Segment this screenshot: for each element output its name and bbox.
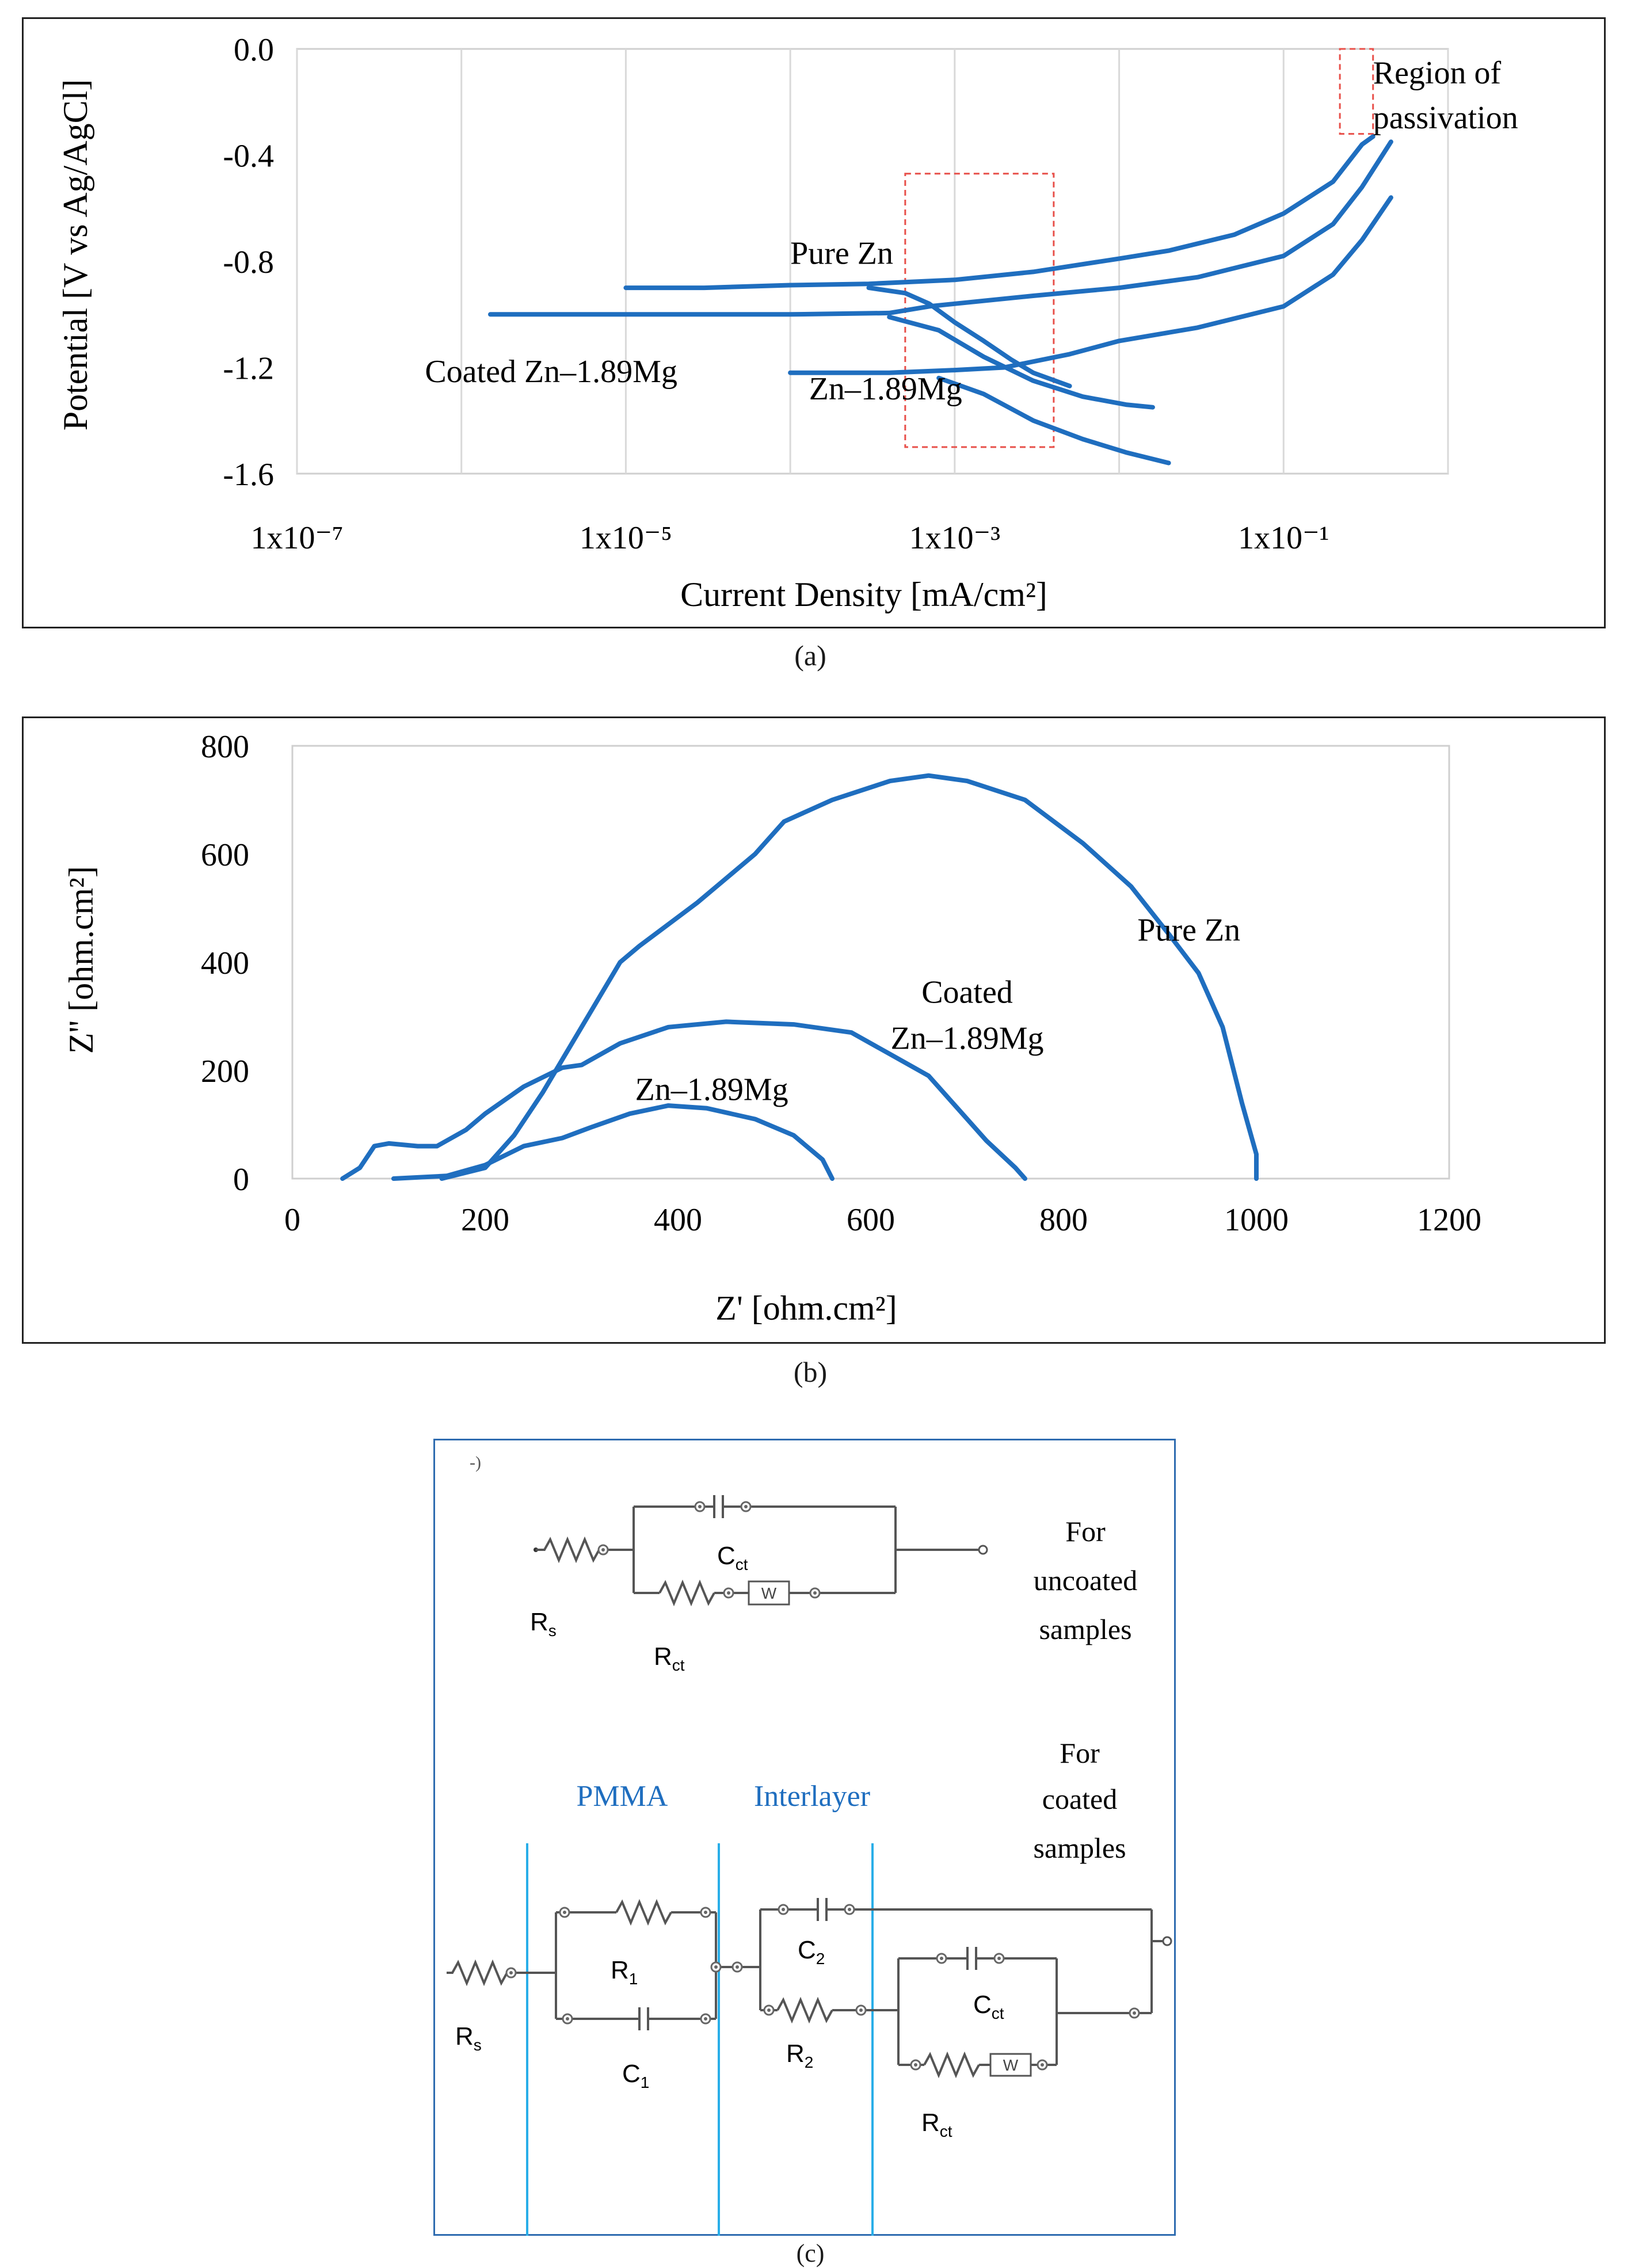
rs-label-uncoated: Rs bbox=[530, 1608, 557, 1640]
nyquist-curves bbox=[340, 773, 1259, 1181]
r1-label: R1 bbox=[611, 1956, 638, 1988]
r1-resistor bbox=[615, 1899, 672, 1926]
rs-label-coated: Rs bbox=[455, 2022, 482, 2054]
series-line bbox=[488, 139, 1393, 317]
annotation-label: Pure Zn bbox=[790, 236, 893, 272]
annotation-label: Zn–1.89Mg bbox=[891, 1021, 1044, 1057]
x-axis-label: Current Density [mA/cm²] bbox=[680, 575, 1047, 613]
coated-circuit bbox=[447, 1898, 1172, 2079]
series-line bbox=[340, 1019, 1027, 1181]
warburg-label-coated: W bbox=[1003, 2056, 1019, 2074]
x-axis-label-b: Z' [ohm.cm²] bbox=[715, 1289, 897, 1327]
rct-label-uncoated: Rct bbox=[654, 1642, 685, 1674]
panel-a-polarization-chart: 0.0 -0.4 -0.8 -1.2 -1.6 1x10⁻⁷ 1x10⁻⁵ 1x10⁻³ 1x… bbox=[22, 17, 1606, 628]
x-tick-label: 600 bbox=[847, 1202, 895, 1238]
series-line bbox=[391, 1103, 835, 1181]
x-tick-label: 0 bbox=[284, 1202, 300, 1238]
highlight-boxes bbox=[904, 48, 1374, 448]
y-tick-labels-b: 0 200 400 600 800 bbox=[201, 729, 249, 1198]
top-left-fragment: -) bbox=[470, 1453, 481, 1472]
x-tick-labels-b: 0 200 400 600 800 1000 1200 bbox=[284, 1202, 1481, 1238]
panel-c-equivalent-circuits: -) W Rs Cct Rct For bbox=[433, 1439, 1176, 2236]
y-tick-label: 0 bbox=[233, 1162, 249, 1198]
coated-samples-label: For coated samples bbox=[1033, 1737, 1126, 1864]
polarization-curves bbox=[488, 134, 1393, 466]
svg-text:For: For bbox=[1065, 1515, 1106, 1547]
rs-resistor-uncoated bbox=[536, 1536, 600, 1564]
y-tick-label: -0.4 bbox=[223, 139, 274, 174]
caption-a: (a) bbox=[794, 639, 826, 672]
x-tick-label: 400 bbox=[654, 1202, 702, 1238]
x-tick-labels: 1x10⁻⁷ 1x10⁻⁵ 1x10⁻³ 1x10⁻¹ bbox=[250, 520, 1329, 556]
curve-annotations: Pure Zn Coated Zn–1.89Mg Zn–1.89Mg Region o… bbox=[425, 55, 1518, 407]
nyquist-annotations: Pure Zn Coated Zn–1.89Mg Zn–1.89Mg bbox=[635, 912, 1241, 1107]
rct-resistor-uncoated bbox=[658, 1579, 715, 1607]
interlayer-section-label: Interlayer bbox=[754, 1780, 870, 1813]
circuits-svg: -) W Rs Cct Rct For bbox=[447, 1453, 1172, 2236]
plot-area-frame-b bbox=[291, 745, 1450, 1180]
x-tick-label: 800 bbox=[1039, 1202, 1088, 1238]
rct-resistor-coated bbox=[923, 2051, 980, 2079]
svg-text:samples: samples bbox=[1039, 1613, 1131, 1645]
svg-text:coated: coated bbox=[1042, 1783, 1117, 1815]
annotation-label: Zn–1.89Mg bbox=[635, 1072, 788, 1108]
caption-c: (c) bbox=[796, 2239, 825, 2267]
annotation-label: Coated bbox=[921, 975, 1013, 1011]
y-tick-label: 600 bbox=[201, 837, 249, 873]
cct-label-coated: Cct bbox=[973, 1991, 1004, 2022]
c1-label: C1 bbox=[622, 2060, 649, 2091]
caption-b: (b) bbox=[793, 1356, 828, 1388]
rct-label-coated: Rct bbox=[921, 2109, 952, 2140]
y-tick-label: 0.0 bbox=[234, 32, 274, 68]
x-tick-label: 1x10⁻¹ bbox=[1238, 520, 1329, 556]
vertical-gridlines bbox=[296, 49, 1449, 474]
svg-text:For: For bbox=[1060, 1737, 1100, 1769]
y-tick-label: -1.2 bbox=[223, 351, 274, 387]
uncoated-samples-label: For uncoated samples bbox=[1034, 1515, 1137, 1645]
series-line bbox=[788, 195, 1393, 375]
r2-label: R2 bbox=[786, 2040, 813, 2071]
nyquist-svg: 0 200 400 600 800 0 200 400 600 800 1000 1200 Pure… bbox=[62, 729, 1481, 1327]
series-line bbox=[623, 134, 1375, 291]
y-tick-label: 800 bbox=[201, 729, 249, 765]
y-tick-label: -1.6 bbox=[223, 457, 274, 493]
x-tick-label: 1000 bbox=[1224, 1202, 1289, 1238]
annotation-label: Zn–1.89Mg bbox=[809, 371, 962, 407]
uncoated-circuit bbox=[534, 1495, 988, 1607]
highlight-box bbox=[1339, 48, 1374, 135]
y-tick-labels: 0.0 -0.4 -0.8 -1.2 -1.6 bbox=[223, 32, 274, 493]
x-tick-label: 1x10⁻⁷ bbox=[250, 520, 343, 556]
x-tick-label: 1200 bbox=[1417, 1202, 1481, 1238]
series-line bbox=[866, 285, 1072, 388]
annotation-label: Region of bbox=[1373, 55, 1502, 91]
annotation-label: Pure Zn bbox=[1137, 912, 1240, 948]
c2-label: C2 bbox=[798, 1936, 825, 1968]
series-line bbox=[439, 773, 1259, 1181]
svg-text:samples: samples bbox=[1033, 1832, 1126, 1864]
series-line bbox=[936, 375, 1171, 466]
rs-resistor-coated bbox=[447, 1959, 508, 1987]
warburg-label-uncoated: W bbox=[761, 1584, 777, 1602]
x-tick-label: 1x10⁻⁵ bbox=[580, 520, 672, 556]
pmma-section-label: PMMA bbox=[577, 1780, 668, 1813]
y-tick-label: -0.8 bbox=[223, 245, 274, 280]
panel-b-nyquist-chart: 0 200 400 600 800 0 200 400 600 800 1000 1200 Pure… bbox=[22, 716, 1606, 1344]
y-tick-label: 400 bbox=[201, 946, 249, 981]
r2-resistor bbox=[776, 1996, 833, 2024]
y-tick-label: 200 bbox=[201, 1054, 249, 1089]
y-axis-label: Potential [V vs Ag/AgCl] bbox=[56, 79, 94, 431]
annotation-label: Coated Zn–1.89Mg bbox=[425, 354, 677, 390]
x-tick-label: 200 bbox=[461, 1202, 509, 1238]
y-axis-label-b: Z'' [ohm.cm²] bbox=[62, 866, 100, 1054]
svg-text:uncoated: uncoated bbox=[1034, 1564, 1137, 1596]
annotation-label: passivation bbox=[1373, 100, 1518, 136]
series-line bbox=[887, 314, 1155, 410]
cct-label-uncoated: Cct bbox=[717, 1542, 748, 1573]
polarization-svg: 0.0-0.4-0.8-1.2-1.6 1x10⁻⁷ 1x10⁻⁵ 1x10⁻³ 1x… bbox=[56, 32, 1518, 613]
x-tick-label: 1x10⁻³ bbox=[909, 520, 1000, 556]
